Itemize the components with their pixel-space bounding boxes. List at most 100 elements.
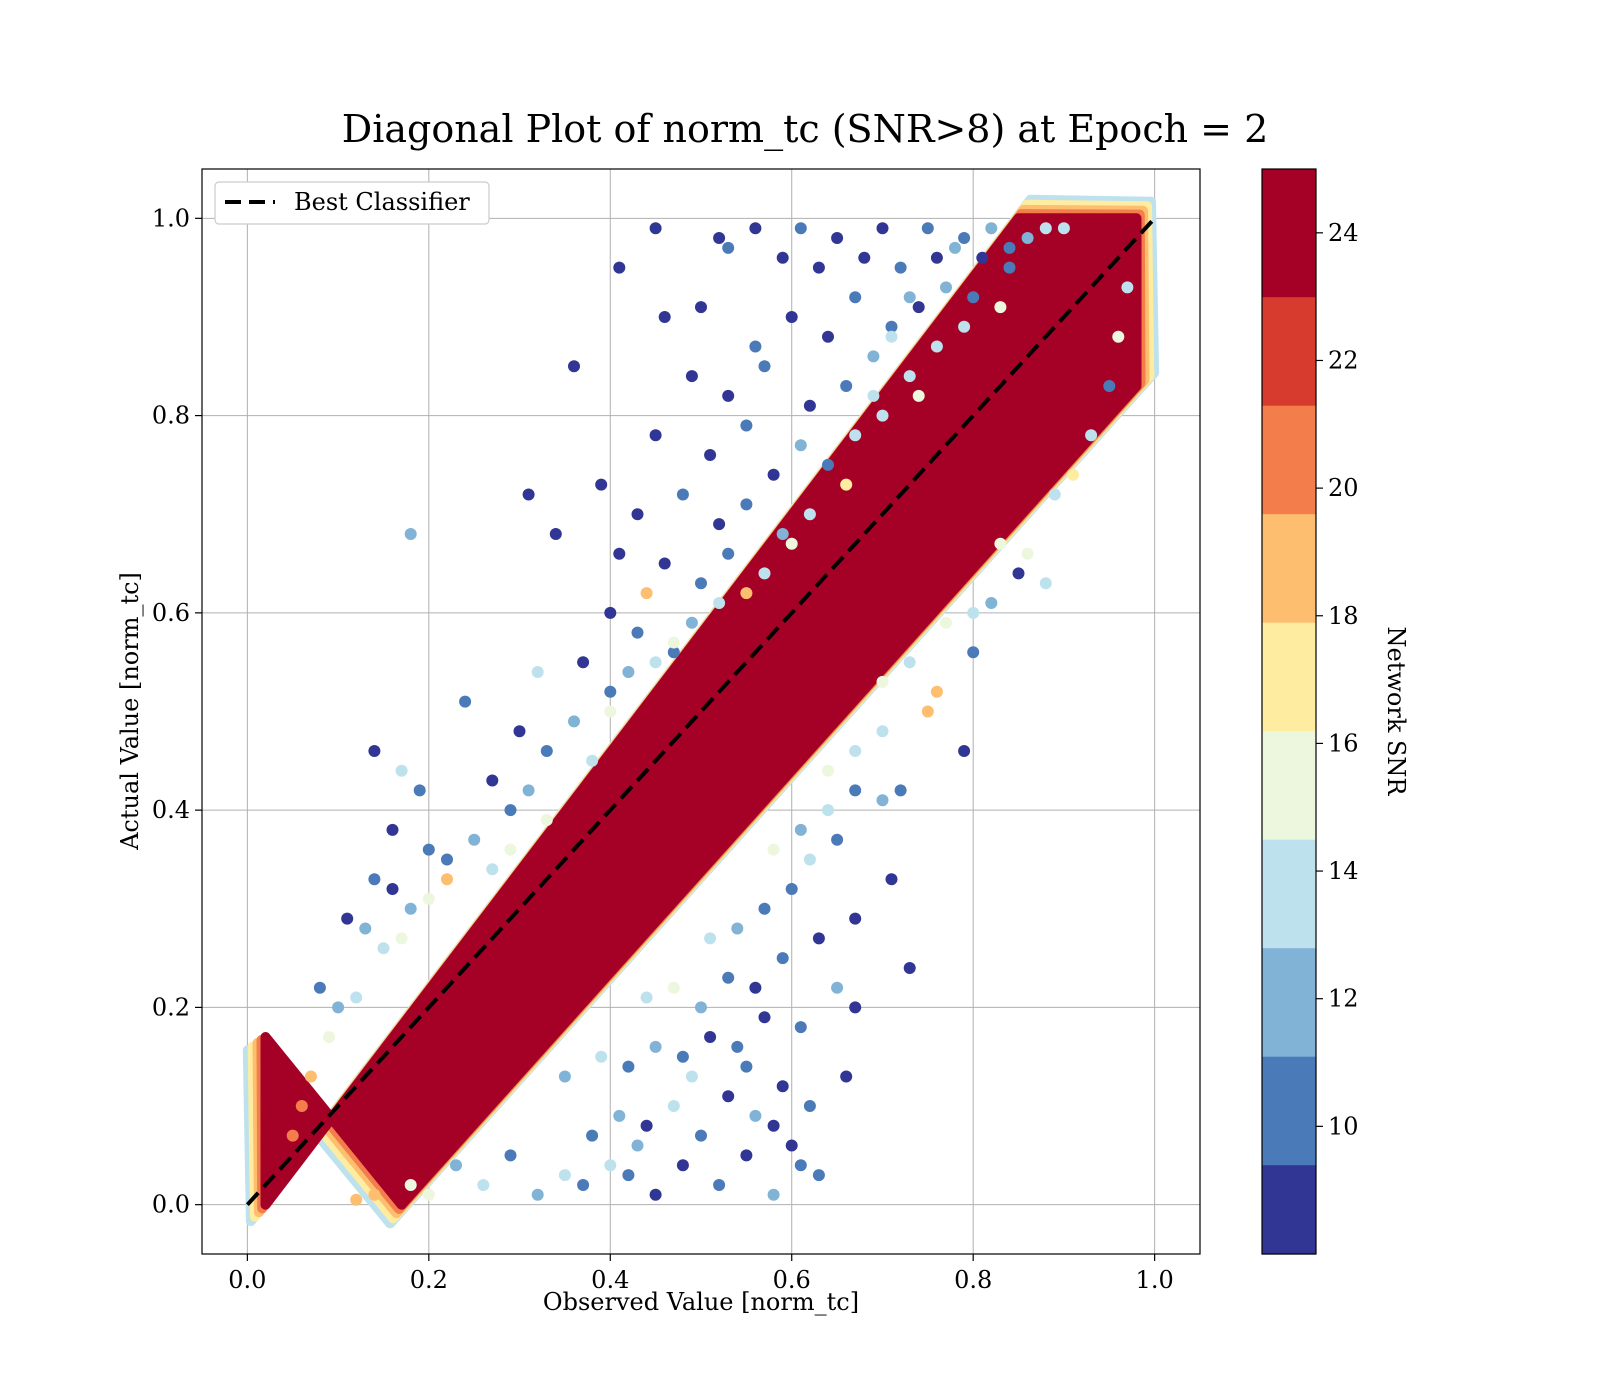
scatter-point: [359, 922, 372, 935]
scatter-point: [1085, 429, 1098, 442]
scatter-point: [1021, 232, 1034, 244]
scatter-point: [994, 537, 1007, 550]
scatter-point: [894, 261, 907, 274]
scatter-point: [785, 537, 798, 550]
scatter-point: [1021, 547, 1034, 560]
scatter-point: [958, 320, 971, 333]
scatter-point: [930, 685, 943, 698]
colorbar-band: [1262, 513, 1316, 623]
scatter-point: [386, 823, 399, 836]
scatter-point: [1003, 241, 1016, 254]
scatter-point: [849, 291, 862, 304]
scatter-point: [849, 912, 862, 925]
scatter-point: [867, 350, 880, 363]
scatter-point: [676, 1159, 689, 1172]
colorbar-tick-label: 24: [1328, 219, 1359, 247]
scatter-point: [604, 705, 617, 718]
scatter-point: [722, 971, 735, 984]
scatter-point: [386, 883, 399, 895]
scatter-point: [1039, 577, 1052, 590]
scatter-point: [368, 873, 381, 886]
scatter-point: [649, 222, 662, 235]
y-tick-label: 0.4: [152, 796, 190, 824]
scatter-point: [785, 311, 798, 323]
scatter-point: [858, 251, 871, 264]
scatter-point: [441, 873, 453, 886]
scatter-point: [876, 675, 889, 688]
scatter-point: [831, 833, 844, 846]
y-tick-label: 0.8: [152, 402, 190, 430]
colorbar-tick-label: 22: [1328, 346, 1359, 374]
scatter-point: [1003, 261, 1016, 274]
scatter-point: [504, 1149, 517, 1162]
colorbar-band: [1262, 622, 1316, 732]
scatter-point: [822, 458, 834, 471]
scatter-point: [704, 449, 717, 461]
scatter-point: [558, 1070, 571, 1083]
scatter-point: [704, 932, 717, 945]
y-tick-label: 0.6: [152, 599, 190, 627]
scatter-point: [568, 715, 580, 728]
scatter-point: [649, 1188, 662, 1201]
scatter-point: [558, 1169, 571, 1182]
colorbar-band: [1262, 1164, 1316, 1255]
scatter-point: [713, 518, 726, 531]
scatter-point: [323, 1031, 335, 1043]
scatter-point: [1048, 488, 1061, 501]
scatter-point: [903, 291, 916, 304]
scatter-point: [876, 725, 889, 738]
scatter-point: [577, 656, 590, 669]
scatter-point: [876, 794, 889, 807]
scatter-point: [350, 1193, 363, 1206]
legend-entry-best-classifier: Best Classifier: [294, 188, 470, 216]
scatter-point: [822, 764, 834, 777]
scatter-point: [667, 1100, 680, 1112]
scatter-point: [976, 251, 989, 264]
scatter-point: [667, 981, 680, 994]
scatter-point: [731, 1040, 744, 1053]
colorbar-tick-label: 16: [1328, 729, 1359, 757]
core-band-layer: [242, 194, 1160, 1229]
scatter-point: [604, 1159, 617, 1172]
scatter-point: [849, 745, 862, 757]
scatter-point: [831, 232, 844, 244]
scatter-point: [713, 1179, 726, 1191]
scatter-point: [404, 902, 417, 915]
colorbar-frame: [1261, 168, 1317, 1255]
scatter-point: [713, 232, 726, 244]
scatter-point: [649, 656, 662, 669]
scatter-point: [395, 764, 408, 777]
scatter-point: [631, 1139, 644, 1152]
scatter-point: [812, 261, 825, 274]
scatter-point: [685, 1070, 698, 1083]
scatter-point: [722, 389, 735, 402]
scatter-point: [903, 656, 916, 669]
scatter-point: [985, 597, 998, 609]
scatter-point: [812, 1169, 825, 1182]
scatter-point: [1057, 222, 1070, 235]
colorbar-tick-label: 10: [1328, 1112, 1359, 1140]
x-axis-label: Observed Value [norm_tc]: [543, 1288, 859, 1316]
scatter-point: [649, 1040, 662, 1053]
scatter-point: [930, 251, 943, 264]
scatter-point: [613, 1109, 626, 1122]
scatter-point: [758, 902, 771, 915]
scatter-point: [622, 666, 635, 678]
scatter-point: [695, 577, 707, 590]
scatter-point: [940, 616, 952, 629]
scatter-point: [921, 222, 934, 235]
y-axis-ticks: 0.0 0.2 0.4 0.6 0.8 1.0: [152, 204, 202, 1219]
x-tick-label: 0.4: [591, 1266, 629, 1294]
scatter-point: [468, 833, 481, 846]
scatter-point: [776, 528, 789, 540]
scatter-point: [631, 508, 644, 521]
scatter-point: [522, 784, 535, 797]
scatter-point: [822, 330, 834, 343]
scatter-point: [1012, 567, 1025, 580]
colorbar-band: [1262, 947, 1316, 1057]
scatter-point: [459, 695, 472, 708]
scatter-point: [631, 626, 644, 639]
colorbar-tick-label: 20: [1328, 474, 1359, 502]
scatter-point: [812, 932, 825, 945]
scatter-point: [985, 222, 998, 235]
